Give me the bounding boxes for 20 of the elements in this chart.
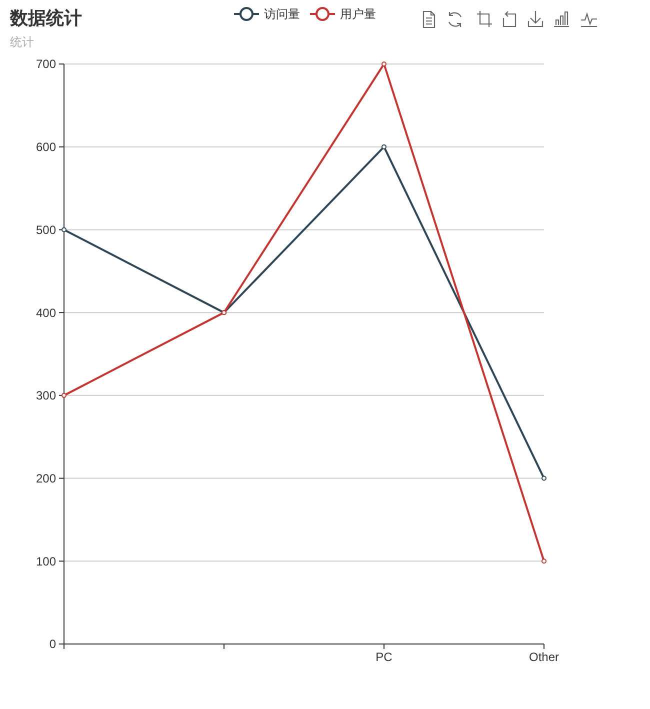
y-tick-label: 400 [36, 306, 56, 320]
legend-label: 用户量 [340, 7, 376, 22]
x-tick-label: PC [376, 650, 393, 664]
point [542, 476, 546, 481]
chart-title: 数据统计 [9, 8, 82, 28]
y-tick-label: 0 [49, 637, 56, 652]
y-tick-label: 600 [36, 140, 56, 154]
y-tick-label: 700 [36, 57, 56, 72]
y-tick-label: 500 [36, 222, 56, 237]
point [542, 558, 546, 564]
point [382, 62, 386, 66]
legend-label: 访问量 [264, 7, 300, 22]
point [382, 144, 386, 150]
y-tick-label: 200 [36, 471, 56, 486]
y-tick-label: 100 [36, 554, 56, 568]
chart-subtitle: 统计 [10, 35, 34, 49]
y-tick-label: 300 [36, 388, 56, 403]
point [62, 392, 66, 398]
point [62, 227, 66, 232]
x-tick-label: Other [528, 650, 560, 664]
